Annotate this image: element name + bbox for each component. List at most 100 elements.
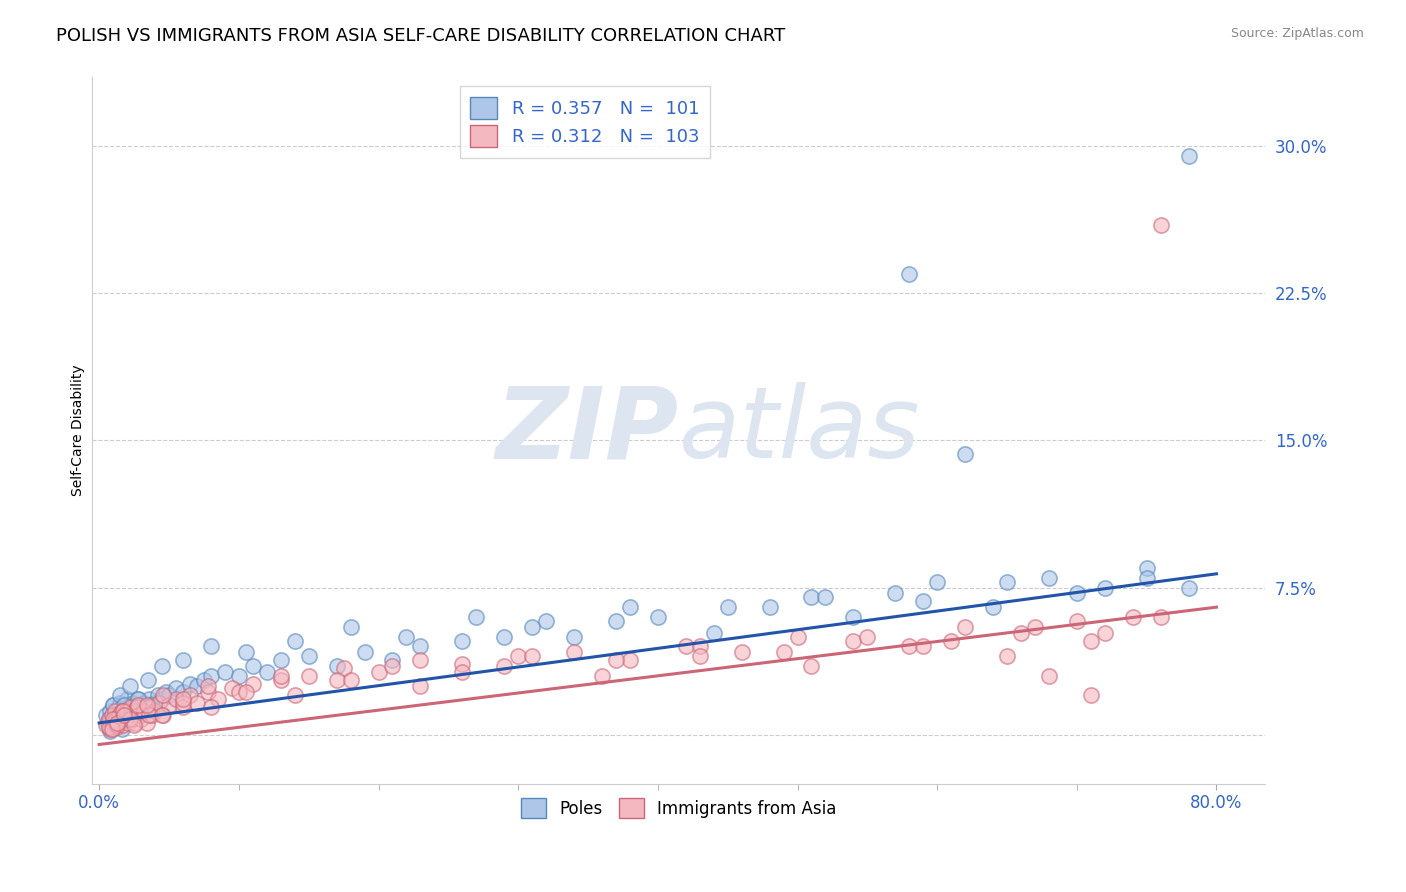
Point [122, 704, 145, 718]
Point [141, 708, 163, 723]
Point [193, 673, 215, 687]
Point [772, 645, 794, 659]
Point [94, 718, 117, 732]
Point [284, 689, 307, 703]
Point [242, 676, 264, 690]
Point [953, 447, 976, 461]
Point [152, 708, 174, 723]
Point [121, 712, 143, 726]
Point [118, 708, 141, 723]
Point [108, 696, 131, 710]
Point [115, 704, 138, 718]
Point [110, 704, 132, 718]
Point [814, 591, 837, 605]
Point [800, 659, 823, 673]
Point [97, 720, 120, 734]
Point [981, 600, 1004, 615]
Text: atlas: atlas [679, 382, 921, 479]
Point [1149, 610, 1171, 624]
Point [200, 700, 222, 714]
Point [98, 704, 121, 718]
Point [117, 712, 139, 726]
Point [381, 659, 404, 673]
Point [172, 684, 194, 698]
Point [112, 708, 135, 723]
Point [98, 712, 121, 726]
Point [409, 640, 432, 654]
Point [135, 715, 157, 730]
Point [1177, 149, 1199, 163]
Point [1149, 218, 1171, 232]
Point [591, 669, 613, 683]
Point [605, 614, 627, 628]
Point [129, 700, 152, 714]
Point [117, 715, 139, 730]
Point [214, 665, 236, 679]
Point [842, 633, 865, 648]
Point [367, 665, 389, 679]
Point [107, 708, 129, 723]
Point [298, 669, 321, 683]
Point [494, 630, 516, 644]
Point [107, 700, 129, 714]
Point [856, 630, 879, 644]
Point [150, 708, 173, 723]
Point [451, 657, 474, 671]
Point [135, 698, 157, 713]
Point [127, 708, 149, 723]
Point [132, 696, 155, 710]
Point [104, 704, 127, 718]
Point [242, 659, 264, 673]
Point [494, 659, 516, 673]
Point [103, 704, 125, 718]
Point [146, 689, 169, 703]
Point [114, 708, 136, 723]
Point [112, 698, 135, 713]
Point [115, 692, 138, 706]
Point [165, 681, 187, 695]
Point [270, 653, 292, 667]
Point [101, 698, 124, 713]
Point [125, 704, 148, 718]
Point [647, 610, 669, 624]
Point [100, 715, 122, 730]
Point [108, 708, 131, 723]
Point [105, 718, 128, 732]
Point [689, 640, 711, 654]
Point [1080, 689, 1102, 703]
Point [200, 669, 222, 683]
Point [325, 659, 347, 673]
Point [114, 712, 136, 726]
Point [1038, 669, 1060, 683]
Point [143, 704, 166, 718]
Point [953, 620, 976, 634]
Point [127, 692, 149, 706]
Text: POLISH VS IMMIGRANTS FROM ASIA SELF-CARE DISABILITY CORRELATION CHART: POLISH VS IMMIGRANTS FROM ASIA SELF-CARE… [56, 27, 786, 45]
Point [141, 700, 163, 714]
Point [508, 649, 530, 664]
Point [1177, 581, 1199, 595]
Point [105, 720, 128, 734]
Point [1136, 571, 1159, 585]
Point [120, 704, 142, 718]
Point [110, 722, 132, 736]
Point [1066, 586, 1088, 600]
Point [127, 708, 149, 723]
Point [179, 689, 201, 703]
Point [122, 718, 145, 732]
Point [1066, 614, 1088, 628]
Point [675, 640, 697, 654]
Point [786, 630, 808, 644]
Point [157, 689, 180, 703]
Point [409, 653, 432, 667]
Point [124, 698, 146, 713]
Point [717, 600, 740, 615]
Point [451, 633, 474, 648]
Point [353, 645, 375, 659]
Point [235, 684, 257, 698]
Point [125, 700, 148, 714]
Point [228, 684, 250, 698]
Point [172, 696, 194, 710]
Point [619, 600, 641, 615]
Point [298, 649, 321, 664]
